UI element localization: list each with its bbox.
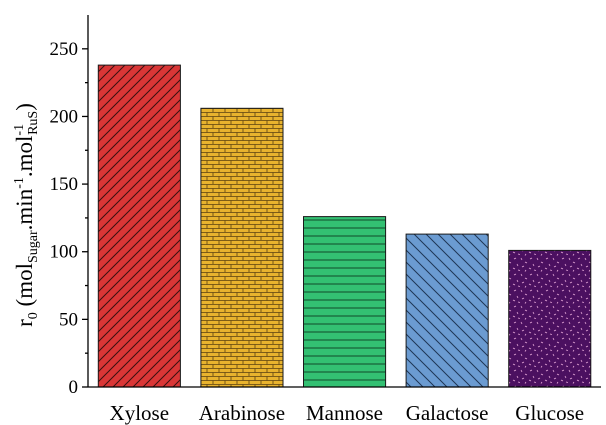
y-tick-label: 0 — [69, 377, 79, 398]
y-tick-label: 250 — [50, 39, 79, 60]
bar-glucose — [508, 249, 592, 388]
bar-arabinose — [200, 107, 284, 388]
bar-galactose — [405, 233, 489, 388]
y-axis-label: r0 (molSugar.min-1.mol-1RuS) — [12, 103, 41, 327]
y-tick-label: 50 — [59, 309, 78, 330]
x-axis: Xylose Arabinose Mannose Galactose Glucose — [88, 386, 601, 425]
y-tick-label: 200 — [50, 106, 79, 127]
x-tick-label-mannose: Mannose — [306, 401, 383, 425]
bar-xylose — [97, 64, 181, 388]
x-tick-label-arabinose: Arabinose — [199, 401, 285, 425]
x-tick-label-xylose: Xylose — [110, 401, 170, 425]
y-tick-label: 150 — [50, 174, 79, 195]
x-tick-label-galactose: Galactose — [406, 401, 489, 425]
y-axis: 0 50 100 150 200 250 — [50, 15, 89, 398]
bars-group — [97, 64, 592, 388]
y-tick-label: 100 — [50, 242, 79, 263]
bar-mannose — [303, 216, 387, 388]
x-tick-label-glucose: Glucose — [515, 401, 584, 425]
